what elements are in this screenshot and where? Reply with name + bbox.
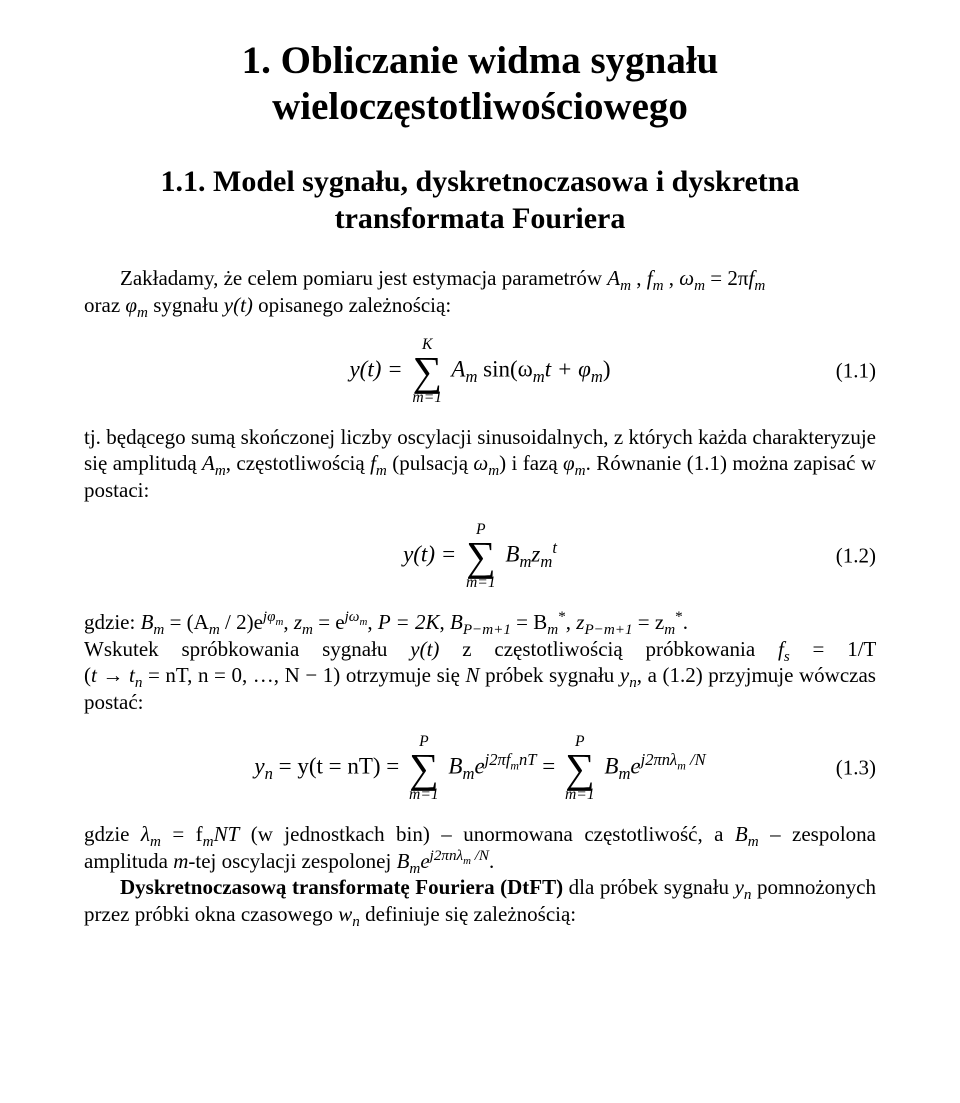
bold-term: Dyskretnoczasową transformatę Fouriera (… xyxy=(120,875,563,899)
paragraph-4: Wskutek spróbkowania sygnału y(t) z częs… xyxy=(84,636,876,717)
math-inline: ωm = 2πfm xyxy=(679,266,765,290)
equation-number: (1.3) xyxy=(836,755,876,782)
equation-1: y(t) = K ∑ m=1 Am sin(ωmt + φm) (1.1) xyxy=(84,337,876,406)
paragraph-5: gdzie λm = fmNT (w jednostkach bin) – un… xyxy=(84,821,876,875)
text: , xyxy=(669,266,680,290)
equation-number: (1.1) xyxy=(836,358,876,385)
paragraph-2: tj. będącego sumą skończonej liczby oscy… xyxy=(84,424,876,505)
equation-3: yn = y(t = nT) = P ∑ m=1 Bmej2πfmnT = P … xyxy=(84,734,876,803)
paragraph-6: Dyskretnoczasową transformatę Fouriera (… xyxy=(84,874,876,928)
math-inline: y(t) xyxy=(224,293,253,317)
paragraph-1b: oraz φm sygnału y(t) opisanego zależnośc… xyxy=(84,292,876,319)
math-inline: Am xyxy=(607,266,636,290)
paragraph-1: Zakładamy, że celem pomiaru jest estymac… xyxy=(84,265,876,292)
text: Zakładamy, że celem pomiaru jest estymac… xyxy=(120,266,607,290)
paragraph-3: gdzie: Bm = (Am / 2)ejφm, zm = ejωm, P =… xyxy=(84,609,876,636)
text: , xyxy=(636,266,647,290)
equation-number: (1.2) xyxy=(836,543,876,570)
page-title: 1. Obliczanie widma sygnału wieloczęstot… xyxy=(84,38,876,130)
text: oraz xyxy=(84,293,125,317)
text: opisanego zależnością: xyxy=(258,293,451,317)
math-inline: fm xyxy=(647,266,669,290)
section-title: 1.1. Model sygnału, dyskretnoczasowa i d… xyxy=(84,164,876,237)
equation-2: y(t) = P ∑ m=1 Bmzmt (1.2) xyxy=(84,522,876,591)
text: sygnału xyxy=(153,293,224,317)
math-inline: φm xyxy=(125,293,153,317)
